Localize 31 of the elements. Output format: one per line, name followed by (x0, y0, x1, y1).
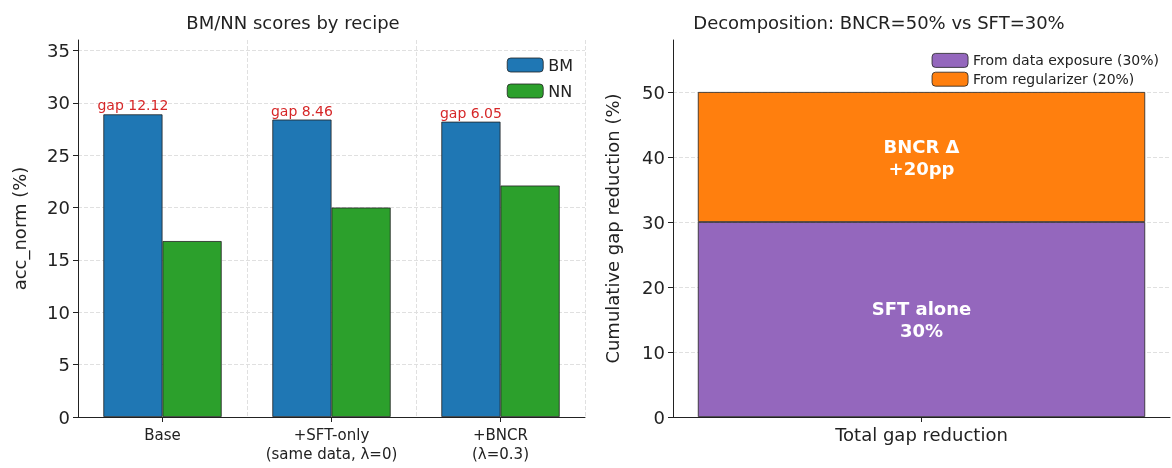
x-tick-label: +BNCR (λ=0.3) (471, 425, 530, 463)
annotation: gap 6.05 (439, 104, 502, 121)
y-tick-label: 0 (653, 406, 665, 428)
y-axis-title: Cumulative gap reduction (%) (601, 93, 623, 364)
chart-title: Decomposition: BNCR=50% vs SFT=30% (693, 11, 1065, 33)
y-tick-label: 10 (47, 301, 70, 323)
y-tick-label: 30 (47, 92, 70, 114)
y-tick-label: 35 (47, 39, 70, 61)
y-tick-label: 5 (58, 354, 70, 376)
annotation: gap 12.12 (97, 97, 169, 114)
y-tick-label: 20 (47, 197, 70, 219)
legend-label: From regularizer (20%) (973, 71, 1135, 88)
annotation: gap 8.46 (270, 102, 333, 119)
y-tick-label: 10 (642, 341, 665, 363)
y-tick-label: 50 (642, 81, 665, 103)
y-tick-label: 30 (642, 211, 665, 233)
data-label: BNCR Δ +20pp (883, 135, 960, 179)
data-label: SFT alone 30% (871, 298, 972, 341)
y-tick-label: 20 (642, 276, 665, 298)
x-tick-label: Base (144, 425, 181, 444)
y-tick-label: 40 (642, 146, 665, 168)
y-axis-title: acc_norm (%) (8, 166, 31, 291)
legend-label: BM (548, 55, 573, 75)
legend-label: NN (548, 81, 573, 101)
y-tick-label: 0 (58, 406, 70, 428)
y-tick-label: 25 (47, 144, 70, 166)
chart-title: BM/NN scores by recipe (186, 11, 400, 33)
x-tick-label: +SFT-only (same data, λ=0) (265, 425, 398, 463)
legend-label: From data exposure (30%) (973, 52, 1160, 69)
x-tick-label: Total gap reduction (834, 424, 1008, 445)
y-tick-label: 15 (47, 249, 70, 271)
